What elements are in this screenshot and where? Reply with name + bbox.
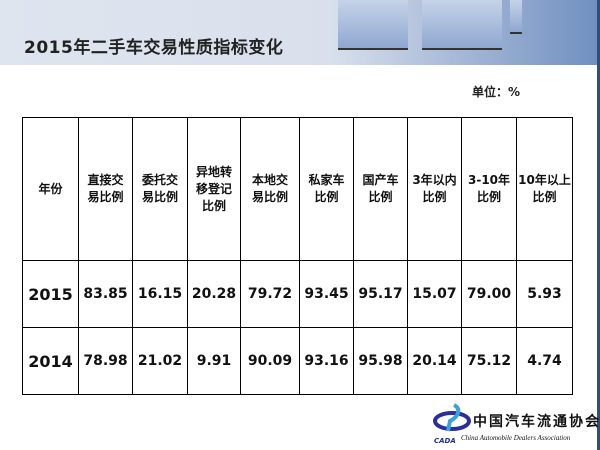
decorative-cube [422, 0, 502, 50]
value-cell: 78.98 [78, 327, 133, 395]
column-header: 国产车比例 [353, 117, 408, 261]
year-cell: 2014 [22, 327, 79, 395]
value-cell: 9.91 [187, 327, 241, 395]
title-banner [0, 0, 600, 65]
column-header-label: 本地交易比例 [251, 173, 288, 204]
value-cell: 95.17 [353, 260, 408, 328]
column-header-label: 直接交易比例 [87, 173, 124, 204]
value-cell: 4.74 [516, 327, 573, 395]
column-header-label: 委托交易比例 [141, 173, 178, 204]
column-header-label: 异地转移登记比例 [195, 164, 232, 213]
value-cell: 93.16 [299, 327, 354, 395]
unit-label: 单位：% [472, 85, 521, 99]
column-header-label: 年份 [38, 181, 63, 196]
right-border [597, 0, 600, 450]
value-cell: 95.98 [353, 327, 408, 395]
column-header: 本地交易比例 [240, 117, 300, 261]
column-header: 委托交易比例 [132, 117, 188, 261]
value-cell: 20.14 [407, 327, 462, 395]
column-header: 私家车比例 [299, 117, 354, 261]
column-header: 3-10年比例 [461, 117, 517, 261]
value-cell: 90.09 [240, 327, 300, 395]
slide-title: 2015年二手车交易性质指标变化 [24, 38, 284, 58]
table-row: 2015 83.85 16.15 20.28 79.72 93.45 95.17 15.07 7… [22, 260, 573, 328]
logo-name-cn: 中国汽车流通协会 [473, 414, 600, 430]
header-row: 年份 直接交易比例 委托交易比例 异地转移登记比例 本地交易比例 私家车比例 国产车比例 3年… [22, 117, 573, 261]
logo-abbr: CADA [434, 437, 456, 445]
decorative-cube [510, 0, 522, 34]
value-cell: 93.45 [299, 260, 354, 328]
column-header: 直接交易比例 [78, 117, 133, 261]
column-header-label: 3年以内比例 [412, 173, 457, 204]
column-header: 3年以内比例 [407, 117, 462, 261]
column-header: 异地转移登记比例 [187, 117, 241, 261]
column-header-label: 3-10年比例 [467, 173, 511, 204]
value-cell: 20.28 [187, 260, 241, 328]
value-cell: 16.15 [132, 260, 188, 328]
column-header-label: 国产车比例 [362, 173, 399, 204]
value-cell: 75.12 [461, 327, 517, 395]
cada-logo-icon [433, 403, 471, 432]
value-cell: 15.07 [407, 260, 462, 328]
data-table: 年份 直接交易比例 委托交易比例 异地转移登记比例 本地交易比例 私家车比例 国产车比例 3年… [22, 117, 573, 395]
value-cell: 21.02 [132, 327, 188, 395]
column-header-label: 10年以上比例 [518, 173, 571, 204]
year-cell: 2015 [22, 260, 79, 328]
column-header: 年份 [22, 117, 79, 261]
logo-name-en: China Automobile Dealers Association [461, 434, 571, 442]
value-cell: 83.85 [78, 260, 133, 328]
decorative-cube [338, 0, 408, 50]
value-cell: 79.72 [240, 260, 300, 328]
column-header: 10年以上比例 [516, 117, 573, 261]
column-header-label: 私家车比例 [308, 173, 345, 204]
value-cell: 79.00 [461, 260, 517, 328]
table-row: 2014 78.98 21.02 9.91 90.09 93.16 95.98 20.14 75… [22, 327, 573, 395]
value-cell: 5.93 [516, 260, 573, 328]
